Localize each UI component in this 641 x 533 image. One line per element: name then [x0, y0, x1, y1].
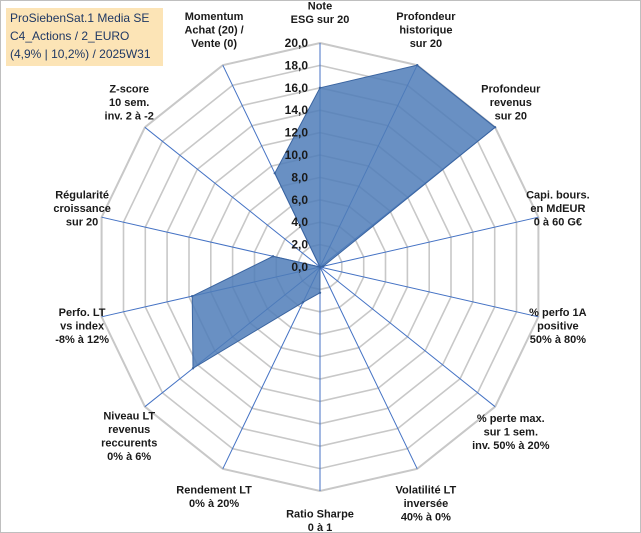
axis-label-line: sur 20 — [495, 111, 527, 123]
series-point — [318, 291, 322, 294]
title-period: (4,9% | 10,2%) / 2025W31 — [10, 47, 151, 61]
tick-label: 2,0 — [291, 238, 308, 252]
axis-spoke — [319, 266, 418, 470]
tick-label: 12,0 — [285, 126, 309, 140]
axis-spoke — [144, 126, 321, 268]
axis-label: % perte max. sur 1 sem.inv. 50% à 20% — [472, 413, 550, 452]
axis-label-line: Rendement LT — [176, 484, 252, 496]
axis-label-line: sur 20 — [410, 38, 442, 50]
tick-label: 10,0 — [285, 148, 309, 162]
tick-label: 0,0 — [291, 260, 308, 274]
tick-labels: 0,0 2,0 4,0 6,0 8,0 10,0 12,0 14,0 16,0 18,0 20,0 — [285, 36, 309, 274]
axis-label-line: vs index — [60, 321, 105, 333]
series-area — [191, 64, 496, 370]
axis-label: Perfo. LT vs index-8% à 12% — [55, 307, 109, 346]
axis-label: Rendement LT 0% à 20% — [176, 484, 252, 510]
series-point — [191, 295, 194, 298]
tick-label: 20,0 — [285, 36, 309, 50]
axis-label-line: % perte max. — [477, 413, 545, 425]
axis-label-line: 50% à 80% — [530, 334, 586, 346]
tick-label: 14,0 — [285, 103, 309, 117]
axis-label-line: Profondeur — [481, 84, 541, 96]
axis-label-line: historique — [399, 25, 452, 37]
axis-label-line: Régularité — [55, 189, 109, 201]
axis-label-line: Profondeur — [396, 11, 456, 23]
axis-label-line: croissance — [53, 203, 110, 215]
axis-label-line: % perfo 1A — [529, 307, 587, 319]
axis-label-line: Ratio Sharpe — [286, 509, 354, 521]
axis-label-line: Volatilité LT — [396, 484, 457, 496]
axis-label-line: 0% à 20% — [189, 498, 239, 510]
series-point — [301, 301, 305, 304]
tick-label: 8,0 — [291, 170, 308, 184]
axis-label-line: Perfo. LT — [59, 307, 106, 319]
series-point — [493, 126, 497, 129]
axis-label: Momentum Achat (20) /Vente (0) — [184, 11, 243, 50]
axis-label-line: Vente (0) — [191, 38, 237, 50]
axis-label-line: 10 sem. — [109, 97, 149, 109]
axis-label-line: Momentum — [185, 11, 244, 23]
axis-label-line: Achat (20) / — [184, 25, 243, 37]
series-point — [191, 367, 195, 370]
axis-label-line: Niveau LT — [103, 411, 155, 423]
axis-label-line: inversée — [404, 498, 449, 510]
axis-label-line: revenus — [108, 424, 150, 436]
axis-label-line: Z-score — [109, 84, 149, 96]
axis-label-line: 0 à 60 G€ — [534, 216, 582, 228]
axis-label-line: inv. 2 à -2 — [105, 111, 154, 123]
axis-label-line: inv. 50% à 20% — [472, 440, 550, 452]
series-point — [273, 172, 276, 175]
tick-label: 18,0 — [285, 58, 309, 72]
axis-label-line: reccurents — [101, 438, 157, 450]
series-point — [271, 255, 275, 258]
series-point — [318, 265, 322, 269]
axis-label-line: 0% à 6% — [107, 451, 151, 463]
axis-spoke — [319, 266, 539, 318]
series-point — [322, 265, 325, 268]
axis-label-line: 0 à 1 — [308, 522, 332, 533]
series — [191, 63, 497, 370]
series-point — [318, 86, 322, 90]
series-point — [416, 63, 419, 67]
chart-title-box: ProSiebenSat.1 Media SE C4_Actions / 2_E… — [6, 8, 163, 66]
axis-label-line: -8% à 12% — [55, 334, 109, 346]
axis-label-line: Capi. bours. — [526, 189, 590, 201]
tick-label: 4,0 — [291, 215, 308, 229]
axis-label-line: sur 20 — [66, 216, 98, 228]
tick-label: 16,0 — [285, 81, 309, 95]
title-company: ProSiebenSat.1 Media SE — [10, 11, 150, 25]
tick-label: 6,0 — [291, 193, 308, 207]
axis-label-line: positive — [537, 321, 579, 333]
axis-label-line: revenus — [490, 97, 532, 109]
axis-label-line: en MdEUR — [530, 203, 585, 215]
axis-label-line: ESG sur 20 — [291, 14, 350, 26]
axis-label-line: 40% à 0% — [401, 511, 451, 523]
axis-label-line: sur 1 sem. — [484, 427, 538, 439]
axis-spoke — [319, 266, 496, 408]
axis-spoke — [319, 216, 539, 268]
title-category: C4_Actions / 2_EURO — [10, 29, 130, 43]
axis-label-line: Note — [308, 1, 332, 13]
